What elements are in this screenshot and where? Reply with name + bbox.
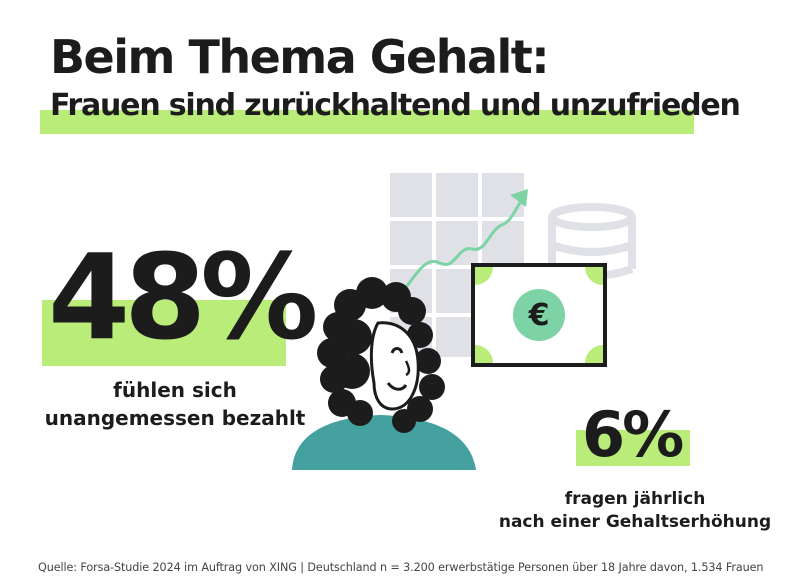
growth-arrow-icon: [398, 189, 528, 296]
stat-secondary-line1: fragen jährlich: [564, 489, 706, 509]
page-subtitle: Frauen sind zurückhaltend und unzufriede…: [50, 88, 741, 123]
stat-secondary-description: fragen jährlich nach einer Gehaltserhöhu…: [490, 488, 780, 534]
stat-secondary-value: 6%: [582, 398, 684, 471]
euro-icon: €: [513, 289, 565, 341]
stat-secondary-line2: nach einer Gehaltserhöhung: [498, 512, 772, 532]
stat-primary-description: fühlen sich unangemessen bezahlt: [30, 376, 320, 432]
stat-primary-line2: unangemessen bezahlt: [44, 406, 306, 430]
banknote-icon: €: [471, 263, 607, 367]
page-title: Beim Thema Gehalt:: [50, 30, 550, 84]
woman-avatar-icon: [292, 277, 476, 470]
stat-primary-value: 48%: [48, 228, 318, 366]
source-note: Quelle: Forsa-Studie 2024 im Auftrag von…: [38, 561, 764, 574]
stat-primary-line1: fühlen sich: [113, 378, 237, 402]
salary-illustration: €: [292, 173, 636, 470]
subtitle-highlight: [40, 110, 694, 134]
euro-symbol: €: [528, 298, 550, 333]
stat-primary-highlight: [42, 300, 286, 366]
stat-secondary-highlight: [576, 430, 690, 466]
